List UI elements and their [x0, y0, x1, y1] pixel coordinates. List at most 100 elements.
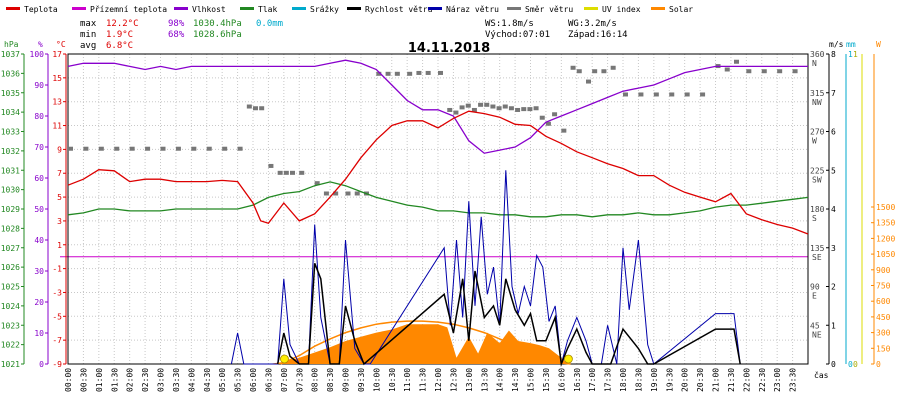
x-axis-ticks: 00:00 00:30 01:00 01:30 02:00 02:30 03:00 03:30… — [64, 368, 798, 392]
axis-tick-label: 1 — [57, 241, 62, 250]
axis-tick-label: -1 — [52, 265, 62, 274]
wind-dir-point — [777, 69, 783, 74]
axis-tick-label: 150 — [876, 344, 891, 353]
x-tick-label: 01:00 — [95, 368, 104, 392]
x-tick-label: 04:30 — [203, 368, 212, 392]
legend: Teplota Přízemní teplota Vlhkost Tlak Srážky… — [6, 5, 693, 14]
wind-speed-line — [276, 263, 741, 367]
axis-tick-label: 20 — [34, 298, 44, 307]
axis-tick-label: 0 — [876, 360, 881, 369]
wind-dir-point — [746, 69, 752, 74]
axis-tick-label: 1023 — [1, 321, 20, 330]
axis-tick-label: 1050 — [876, 250, 895, 259]
wind-dir-point — [354, 191, 360, 196]
x-tick-label: 17:00 — [588, 368, 597, 392]
wind-dir-point — [552, 112, 558, 117]
axis-tick-label: 1028 — [1, 224, 20, 233]
wind-ws: WS:1.8m/s — [485, 19, 534, 29]
wind-dir-point — [114, 146, 120, 151]
dir-tick-compass: SW — [812, 175, 822, 184]
wind-dir-point — [734, 59, 739, 64]
axis-tick-label: 90 — [34, 81, 44, 90]
unit-mm: mm — [846, 40, 856, 49]
stat-avg-temp: 6.8°C — [106, 41, 133, 51]
legend-label: Vlhkost — [192, 5, 226, 14]
wind-dir-point — [268, 163, 274, 168]
x-tick-label: 06:30 — [264, 368, 273, 392]
x-tick-label: 19:30 — [665, 368, 674, 392]
x-tick-label: 19:00 — [650, 368, 659, 392]
wind-dir-point — [502, 104, 508, 109]
x-tick-label: 11:00 — [403, 368, 412, 392]
axis-tick-label: 50 — [34, 205, 44, 214]
wind-dir-point — [191, 146, 197, 151]
legend-label: Tlak — [258, 5, 277, 14]
wind-dir-point — [515, 107, 521, 112]
x-tick-label: 15:00 — [527, 368, 536, 392]
wind-dir-point — [724, 67, 730, 72]
axis-tick-label: 1036 — [1, 69, 20, 78]
wind-dir-point — [277, 170, 283, 175]
legend-label: Solar — [669, 5, 693, 14]
x-tick-label: 18:00 — [619, 368, 628, 392]
dir-tick-label: 180 — [810, 205, 825, 214]
wind-dir-point — [586, 79, 591, 84]
wind-dir-point — [160, 146, 166, 151]
axis-tick-label: 1032 — [1, 147, 20, 156]
legend-swatch — [292, 7, 306, 10]
legend-label: Teplota — [24, 5, 58, 14]
wind-dir-point — [533, 106, 539, 111]
axis-tick-label: 3 — [57, 217, 62, 226]
axis-tick-label: 0 — [853, 360, 858, 369]
sun-marker-icon — [280, 354, 289, 364]
wind-dir-point — [761, 69, 767, 74]
dir-tick-compass: S — [812, 214, 817, 223]
axis-tick-label: 1021 — [1, 360, 20, 369]
axis-tick-label: 750 — [876, 282, 891, 291]
axis-tick-label: 1027 — [1, 244, 20, 253]
x-tick-label: 01:30 — [110, 368, 119, 392]
x-tick-label: 08:30 — [326, 368, 335, 392]
x-tick-label: 12:00 — [434, 368, 443, 392]
wind-dir-point — [416, 70, 422, 75]
wind-dir-point — [345, 191, 351, 196]
legend-label: Přízemní teplota — [90, 5, 167, 14]
wind-dir-point — [508, 106, 514, 111]
stat-avg-label: avg — [80, 41, 96, 51]
x-tick-label: 04:00 — [187, 368, 196, 392]
wind-dir-point — [638, 92, 644, 97]
legend-swatch — [174, 7, 188, 10]
wind-dir-point — [68, 146, 73, 151]
stat-max-temp: 12.2°C — [106, 19, 139, 29]
sun-marker-icon — [564, 354, 573, 364]
x-tick-label: 14:30 — [511, 368, 520, 392]
wind-dir-point — [222, 146, 228, 151]
x-tick-label: 07:00 — [280, 368, 289, 392]
axis-tick-label: -3 — [52, 288, 62, 297]
wind-dir-point — [610, 65, 616, 70]
wind-dir-point — [299, 170, 305, 175]
x-tick-label: 13:30 — [480, 368, 489, 392]
dir-tick-compass: N — [812, 59, 817, 68]
legend-swatch — [428, 7, 442, 10]
sunset-time: Západ:16:14 — [568, 30, 628, 40]
axis-tick-label: 40 — [34, 236, 44, 245]
unit-time: čas — [814, 370, 829, 380]
wind-dir-point — [246, 104, 252, 109]
dir-tick-label: 270 — [810, 128, 825, 137]
axis-tick-label: 450 — [876, 313, 891, 322]
plot-area — [67, 59, 809, 367]
stat-max-press: 1030.4hPa — [193, 19, 242, 29]
stat-max-hum: 98% — [168, 19, 185, 29]
axis-tick-label: 1025 — [1, 283, 20, 292]
wind-dir-point — [576, 69, 582, 74]
wind-dir-point — [175, 146, 181, 151]
axis-tick-label: 1034 — [1, 108, 20, 117]
pressure-line — [67, 181, 809, 218]
axis-tick-label: 1022 — [1, 341, 20, 350]
axis-tick-label: 8 — [831, 50, 836, 59]
axis-tick-label: 1500 — [876, 203, 895, 212]
axis-tick-label: 80 — [34, 112, 44, 121]
axes: 1021102210231024102510261027102810291030… — [1, 50, 896, 369]
wind-dir-point — [290, 170, 295, 175]
